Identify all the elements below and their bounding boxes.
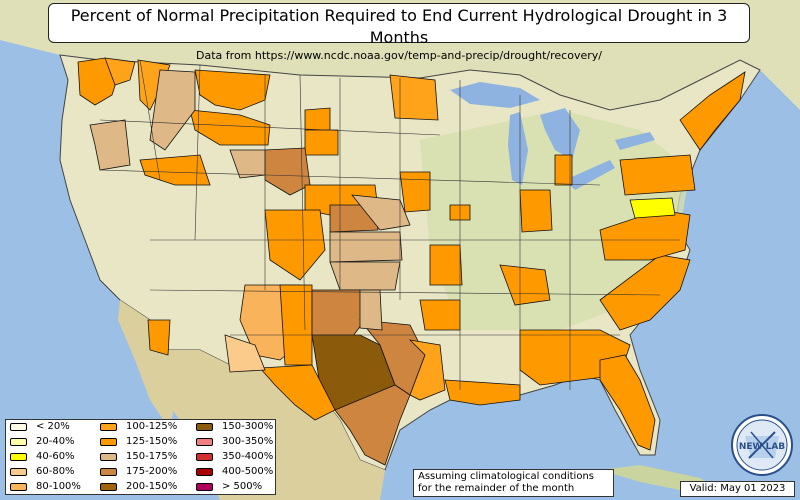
region-idaho-tan <box>149 69 196 151</box>
legend-label: 150-300% <box>222 421 274 432</box>
legend-swatch <box>196 438 213 446</box>
region-arkansas <box>419 299 461 331</box>
legend-label: 40-60% <box>36 451 75 462</box>
region-florida <box>599 354 656 451</box>
region-nebraska-tan <box>351 194 411 231</box>
region-nebraska-n <box>304 129 339 156</box>
lake-michigan <box>508 112 528 185</box>
legend-label: 80-100% <box>36 481 81 492</box>
legend: < 20% 20-40% 40-60% 60-80% 80-100% 100-1… <box>5 419 276 495</box>
region-california-tan <box>224 334 266 373</box>
region-washington-east <box>104 57 136 86</box>
svg-text:NEW LAB: NEW LAB <box>739 442 785 452</box>
region-colorado-orange <box>264 209 326 281</box>
region-indiana <box>519 189 553 233</box>
legend-label: 300-350% <box>222 436 274 447</box>
region-texas-south <box>334 384 411 466</box>
region-south-dakota <box>304 107 331 131</box>
region-new-york <box>679 71 746 151</box>
legend-swatch <box>196 468 213 476</box>
legend-swatch <box>10 423 27 431</box>
legend-label: 175-200% <box>126 466 178 477</box>
legend-swatch <box>196 483 213 491</box>
legend-swatch <box>10 468 27 476</box>
region-texas-panhandle <box>311 289 366 341</box>
map-subtitle: Data from https://www.ncdc.noaa.gov/temp… <box>196 49 602 62</box>
note-line-1: Assuming climatological conditions <box>418 471 594 482</box>
legend-label: 150-175% <box>126 451 178 462</box>
region-montana <box>194 69 271 111</box>
region-arkansas-tan <box>359 289 383 331</box>
legend-swatch <box>100 453 117 461</box>
legend-label: 350-400% <box>222 451 274 462</box>
region-kentucky <box>499 264 551 306</box>
legend-label: 125-150% <box>126 436 178 447</box>
legend-swatch <box>196 453 213 461</box>
lake-superior <box>450 82 540 108</box>
region-arizona-sw <box>147 319 171 356</box>
legend-swatch <box>10 483 27 491</box>
baja <box>118 300 175 430</box>
region-kansas-s <box>329 231 403 263</box>
legend-swatch <box>100 483 117 491</box>
region-missouri <box>429 244 463 286</box>
region-gulf-coast <box>444 379 521 406</box>
legend-label: 60-80% <box>36 466 75 477</box>
region-minnesota <box>389 74 439 121</box>
legend-swatch <box>196 423 213 431</box>
region-iowa <box>399 171 431 213</box>
assumption-note: Assuming climatological conditions for t… <box>413 469 614 497</box>
map-title: Percent of Normal Precipitation Required… <box>70 6 728 47</box>
region-maryland <box>629 197 676 219</box>
region-wyoming <box>139 154 211 186</box>
region-pennsylvania <box>619 154 696 196</box>
region-michigan-small <box>554 154 573 186</box>
legend-label: > 500% <box>222 481 263 492</box>
note-line-2: for the remainder of the month <box>418 483 575 494</box>
valid-date: Valid: May 01 2023 <box>680 481 795 497</box>
new-lab-logo: NEW LAB <box>731 414 793 476</box>
legend-swatch <box>100 468 117 476</box>
legend-label: 20-40% <box>36 436 75 447</box>
lake-ontario <box>615 132 655 150</box>
lake-erie <box>565 160 615 190</box>
legend-label: 400-500% <box>222 466 274 477</box>
region-louisiana <box>408 339 446 401</box>
region-oklahoma-brown <box>329 261 401 291</box>
title-box: Percent of Normal Precipitation Required… <box>48 3 750 62</box>
drought-regions <box>77 57 746 466</box>
legend-label: < 20% <box>36 421 70 432</box>
legend-swatch <box>100 423 117 431</box>
state-borders <box>99 59 680 390</box>
legend-swatch <box>10 453 27 461</box>
region-texas-west <box>259 364 336 421</box>
legend-swatch <box>100 438 117 446</box>
region-montana-2 <box>189 109 271 146</box>
legend-label: 200-150% <box>126 481 178 492</box>
legend-swatch <box>10 438 27 446</box>
region-nm-orange <box>279 284 313 366</box>
legend-label: 100-125% <box>126 421 178 432</box>
